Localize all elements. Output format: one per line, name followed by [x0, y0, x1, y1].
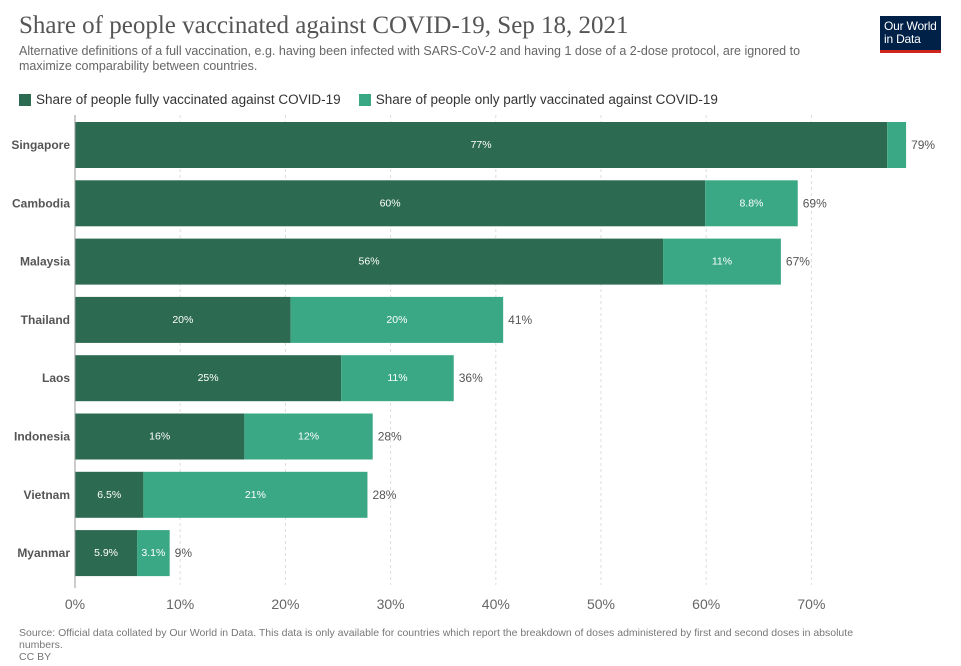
- data-label-total: 67%: [786, 255, 810, 269]
- bar-partly-vaccinated: [143, 471, 368, 518]
- data-label-fully: 56%: [359, 256, 380, 268]
- bar-fully-vaccinated: [75, 471, 144, 518]
- data-label-partly: 11%: [712, 256, 732, 268]
- y-category-label: Laos: [42, 371, 70, 385]
- bar-partly-vaccinated: [290, 296, 504, 343]
- data-label-fully: 6.5%: [97, 489, 121, 501]
- chart-title: Share of people vaccinated against COVID…: [19, 12, 629, 39]
- license-label: CC BY: [19, 651, 52, 663]
- bar-partly-vaccinated: [244, 413, 373, 460]
- data-label-fully: 5.9%: [94, 547, 118, 559]
- legend-label-partly: Share of people only partly vaccinated a…: [375, 92, 718, 107]
- data-label-total: 41%: [508, 313, 532, 327]
- legend-swatch-fully: [19, 93, 31, 106]
- owid-logo[interactable]: Our World in Data: [880, 16, 941, 53]
- data-label-total: 79%: [911, 138, 935, 152]
- x-tick-label: 10%: [166, 596, 194, 612]
- data-label-partly: 12%: [298, 431, 319, 443]
- bar-partly-vaccinated: [137, 530, 170, 577]
- data-label-total: 9%: [175, 546, 193, 560]
- data-label-fully: 20%: [172, 314, 193, 326]
- y-category-label: Indonesia: [14, 430, 70, 444]
- y-category-label: Thailand: [21, 313, 70, 327]
- logo-line-2: in Data: [884, 32, 921, 46]
- x-tick-label: 70%: [797, 596, 825, 612]
- bar-partly-vaccinated: [887, 122, 907, 168]
- data-label-fully: 16%: [149, 431, 170, 443]
- legend-label-fully: Share of people fully vaccinated against…: [36, 92, 341, 107]
- bar-fully-vaccinated: [75, 413, 245, 460]
- bar-fully-vaccinated: [75, 122, 888, 168]
- y-category-label: Myanmar: [17, 546, 70, 560]
- bar-fully-vaccinated: [75, 238, 664, 285]
- x-tick-label: 50%: [587, 596, 615, 612]
- data-label-total: 28%: [372, 488, 396, 502]
- legend-item-partly[interactable]: Share of people only partly vaccinated a…: [358, 92, 718, 107]
- data-label-total: 28%: [378, 430, 402, 444]
- bar-fully-vaccinated: [75, 180, 706, 227]
- data-label-partly: 21%: [245, 489, 266, 501]
- bar-fully-vaccinated: [75, 355, 342, 402]
- data-label-fully: 25%: [198, 372, 219, 384]
- x-tick-label: 60%: [692, 596, 720, 612]
- y-category-label: Vietnam: [24, 488, 70, 502]
- bar-partly-vaccinated: [663, 238, 781, 285]
- chart-legend: Share of people fully vaccinated against…: [19, 92, 736, 107]
- bar-fully-vaccinated: [75, 530, 138, 577]
- x-tick-label: 40%: [482, 596, 510, 612]
- data-label-partly: 11%: [387, 372, 407, 384]
- data-label-total: 69%: [803, 196, 827, 210]
- source-note: Source: Official data collated by Our Wo…: [19, 627, 854, 651]
- data-label-total: 36%: [459, 371, 483, 385]
- x-tick-label: 0%: [65, 596, 85, 612]
- x-tick-label: 20%: [271, 596, 299, 612]
- data-label-fully: 77%: [471, 139, 492, 151]
- bar-partly-vaccinated: [705, 180, 798, 227]
- logo-line-1: Our World: [884, 19, 937, 33]
- y-category-label: Malaysia: [20, 255, 70, 269]
- legend-swatch-partly: [358, 93, 371, 106]
- data-label-partly: 8.8%: [739, 197, 763, 209]
- data-label-partly: 3.1%: [141, 547, 165, 559]
- chart-subtitle: Alternative definitions of a full vaccin…: [19, 44, 801, 73]
- data-label-fully: 60%: [380, 197, 401, 209]
- legend-item-fully[interactable]: Share of people fully vaccinated against…: [19, 92, 341, 107]
- bar-partly-vaccinated: [341, 355, 454, 402]
- data-label-partly: 20%: [386, 314, 407, 326]
- y-category-label: Cambodia: [12, 196, 70, 210]
- bar-fully-vaccinated: [75, 296, 291, 343]
- y-category-label: Singapore: [11, 138, 70, 152]
- chart-footer: Source: Official data collated by Our Wo…: [19, 627, 899, 663]
- x-tick-label: 30%: [377, 596, 405, 612]
